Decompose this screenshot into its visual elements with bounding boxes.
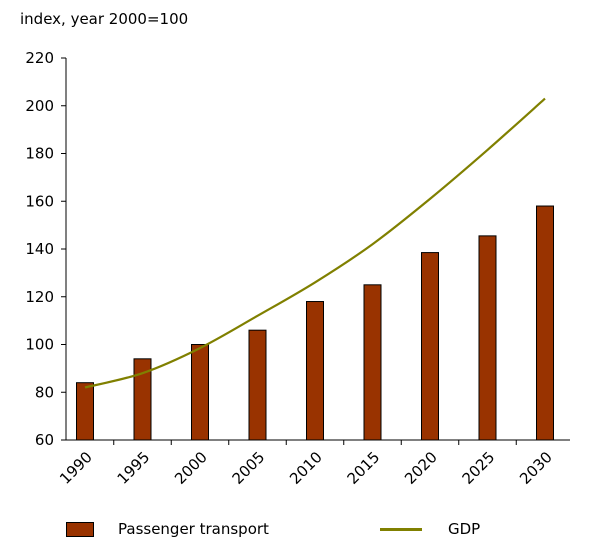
x-tick-label-2030: 2030 bbox=[516, 448, 556, 488]
x-tick-label-2000: 2000 bbox=[171, 448, 211, 488]
line-gdp bbox=[84, 97, 546, 389]
x-tick-label-2025: 2025 bbox=[459, 448, 499, 488]
x-tick-label-2005: 2005 bbox=[229, 448, 269, 488]
y-tick-label-220: 220 bbox=[25, 49, 54, 67]
bar-2015 bbox=[363, 284, 382, 441]
y-tick-label-180: 180 bbox=[25, 145, 54, 163]
bar-1990 bbox=[76, 382, 94, 441]
bar-2000 bbox=[191, 344, 209, 441]
bar-2010 bbox=[306, 301, 324, 441]
bar-2005 bbox=[248, 329, 267, 441]
bar-2020 bbox=[421, 252, 439, 441]
bar-2025 bbox=[478, 235, 497, 441]
y-tick-label-160: 160 bbox=[25, 192, 54, 210]
x-tick-label-1990: 1990 bbox=[56, 448, 96, 488]
x-tick-label-2020: 2020 bbox=[401, 448, 441, 488]
y-tick-label-80: 80 bbox=[35, 383, 54, 401]
y-tick-label-60: 60 bbox=[35, 431, 54, 449]
y-tick-label-140: 140 bbox=[25, 240, 54, 258]
y-tick-label-200: 200 bbox=[25, 97, 54, 115]
bar-2030 bbox=[536, 205, 554, 441]
y-tick-label-100: 100 bbox=[25, 336, 54, 354]
x-tick-label-2015: 2015 bbox=[344, 448, 384, 488]
x-tick-label-2010: 2010 bbox=[286, 448, 326, 488]
x-tick-label-1995: 1995 bbox=[114, 448, 154, 488]
y-tick-label-120: 120 bbox=[25, 288, 54, 306]
y-axis-title: index, year 2000=100 bbox=[20, 10, 189, 28]
